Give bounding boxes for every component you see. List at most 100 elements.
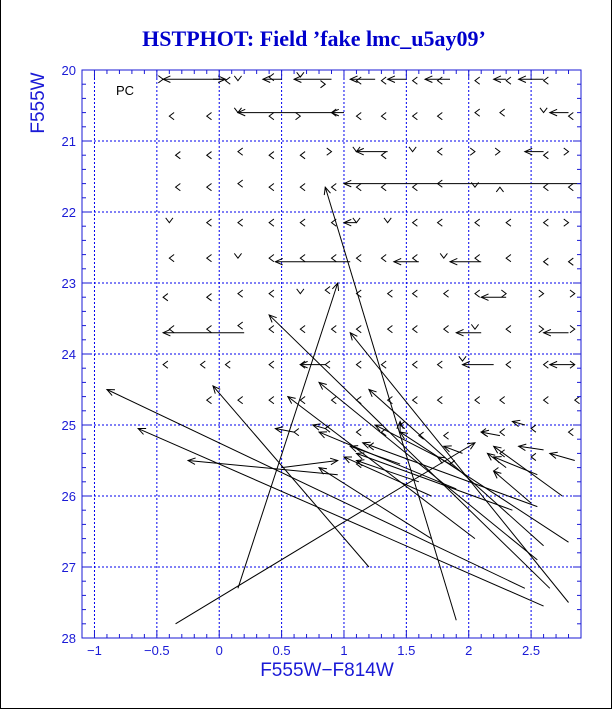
shift-marker-146 (499, 428, 505, 437)
shift-marker-120 (436, 360, 443, 369)
shift-marker-125 (205, 396, 212, 405)
y-axis-label: F555W (28, 72, 49, 133)
shift-arrow-head (448, 257, 458, 266)
shift-marker-147 (530, 424, 537, 433)
shift-arrow-51 (374, 424, 438, 458)
shift-marker-135 (499, 396, 505, 405)
shift-arrow-6 (423, 75, 451, 83)
shift-arrow-45 (355, 459, 419, 483)
shift-marker-71 (233, 253, 242, 259)
shift-arrow-9 (236, 108, 332, 117)
shift-arrow-3 (292, 75, 332, 83)
shift-arrow-shaft (356, 460, 419, 483)
shift-marker-79 (474, 254, 481, 263)
shift-arrow-48 (492, 470, 532, 504)
shift-marker-27 (174, 151, 181, 160)
shift-arrow-shaft (275, 428, 295, 433)
shift-arrow-shaft (350, 445, 401, 465)
shift-marker-19 (355, 112, 362, 121)
shift-arrow-shaft (549, 452, 575, 461)
shift-arrow-head (461, 360, 470, 369)
shift-arrow-head (236, 108, 246, 117)
shift-arrow-head (361, 441, 371, 449)
shift-marker-108 (505, 325, 512, 334)
shift-marker-54 (567, 183, 574, 192)
shift-marker-114 (268, 360, 275, 369)
x-tick-label-7: 2.5 (522, 643, 540, 658)
shift-marker-4 (296, 72, 305, 78)
shift-marker-2 (233, 75, 242, 82)
shift-arrow-head (479, 293, 489, 301)
shift-marker-62 (383, 217, 392, 224)
shift-arrow-head (212, 385, 221, 394)
shift-arrow-8 (517, 75, 544, 83)
shift-marker-26 (567, 112, 574, 121)
shift-arrow-59 (311, 423, 326, 431)
shift-marker-77 (411, 254, 418, 263)
shift-marker-70 (205, 254, 212, 263)
shift-arrow-22 (542, 328, 569, 337)
shift-marker-73 (299, 254, 306, 263)
shift-arrow-shaft (512, 420, 525, 426)
shift-marker-99 (237, 321, 244, 330)
shift-arrow-shaft (106, 389, 526, 589)
shift-arrow-shaft (318, 467, 432, 540)
shift-arrow-shaft (287, 396, 476, 539)
shift-arrow-10 (330, 108, 344, 117)
shift-marker-68 (563, 218, 570, 227)
shift-marker-153 (530, 452, 537, 461)
shift-arrow-shaft (212, 385, 370, 568)
shift-arrow-58 (436, 456, 451, 465)
shift-arrow-57 (442, 445, 463, 454)
shift-marker-13 (168, 112, 175, 121)
shift-arrow-55 (479, 429, 501, 438)
shift-marker-133 (436, 396, 443, 405)
shift-marker-78 (439, 253, 448, 259)
shift-marker-90 (386, 289, 393, 298)
shift-marker-91 (411, 289, 418, 298)
shift-arrow-shaft (493, 456, 538, 476)
shift-arrow-4 (348, 75, 376, 83)
shift-marker-38 (494, 147, 501, 156)
shift-arrow-shaft (312, 424, 326, 430)
shift-marker-144 (442, 431, 449, 440)
shift-marker-20 (380, 112, 387, 121)
shift-arrow-head (342, 218, 352, 227)
shift-arrow-head (317, 466, 328, 475)
shift-arrow-17 (392, 257, 419, 266)
shift-marker-112 (199, 360, 206, 369)
shift-arrow-shaft (324, 187, 457, 621)
shift-arrow-head (286, 395, 296, 404)
shift-arrow-head (374, 424, 384, 432)
shift-arrow-head (466, 442, 477, 450)
shift-marker-43 (237, 179, 244, 188)
shift-marker-109 (538, 325, 545, 334)
shift-arrow-head (331, 281, 340, 292)
shift-arrow-head (318, 381, 327, 390)
shift-arrow-19 (479, 293, 507, 301)
shift-arrow-head (330, 108, 340, 117)
x-tick-label-5: 1.5 (397, 643, 415, 658)
shift-marker-101 (299, 325, 306, 334)
x-tick-label-3: 0.5 (273, 643, 291, 658)
shift-marker-122 (505, 360, 512, 369)
shift-marker-103 (355, 325, 362, 334)
shift-arrow-14 (355, 147, 388, 156)
shift-marker-16 (268, 112, 275, 121)
shift-marker-23 (474, 108, 481, 117)
shift-arrow-head (342, 456, 352, 464)
arrows (105, 75, 581, 625)
shift-arrow-25 (548, 360, 575, 369)
shift-arrow-shaft (268, 314, 551, 589)
shift-arrow-12 (342, 179, 581, 188)
shift-marker-134 (474, 396, 481, 405)
shift-arrow-27 (237, 281, 340, 589)
shift-marker-69 (168, 254, 175, 263)
shift-marker-95 (538, 289, 545, 298)
chart-title: HSTPHOT: Field ’fake lmc_u5ay09’ (142, 26, 486, 51)
shift-arrow-34 (349, 331, 569, 603)
shift-arrow-32 (212, 385, 370, 568)
shift-marker-96 (569, 289, 576, 298)
shift-arrow-head (299, 360, 308, 369)
shift-arrow-head (355, 452, 365, 460)
